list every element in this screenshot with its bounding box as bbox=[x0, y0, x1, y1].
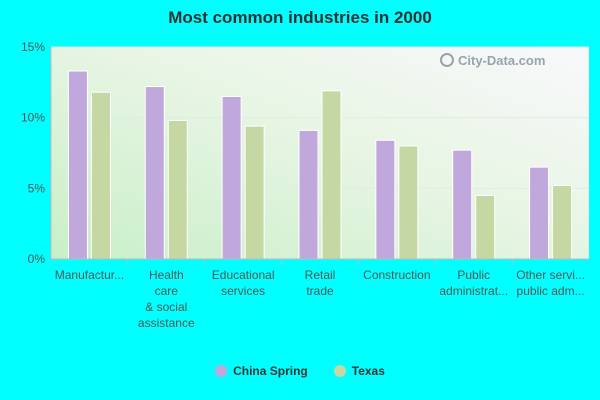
y-tick-label: 10% bbox=[21, 111, 45, 125]
bar-texas bbox=[552, 185, 573, 260]
x-tick-label: Manufactur... bbox=[55, 268, 124, 282]
x-tick-label: Construction bbox=[363, 268, 430, 282]
bar-china-spring bbox=[67, 70, 88, 260]
legend-item: Texas bbox=[333, 364, 385, 378]
chart-title: Most common industries in 2000 bbox=[168, 8, 432, 27]
bar-texas bbox=[244, 125, 265, 260]
x-tick-label: & social bbox=[145, 300, 187, 314]
x-tick-label: Public bbox=[457, 268, 490, 282]
bar-china-spring bbox=[298, 129, 319, 260]
x-tick-label: trade bbox=[306, 284, 334, 298]
y-tick-label: 5% bbox=[28, 181, 46, 195]
bar-china-spring bbox=[375, 139, 396, 260]
x-tick-label: public adm... bbox=[517, 284, 585, 298]
watermark-icon bbox=[440, 53, 454, 67]
x-tick-label: Other servi... bbox=[516, 268, 585, 282]
bar-china-spring bbox=[144, 86, 165, 260]
bar-texas bbox=[90, 91, 111, 260]
x-tick-label: Health bbox=[149, 268, 184, 282]
plot-area bbox=[51, 47, 589, 259]
watermark: City-Data.com bbox=[440, 53, 545, 68]
watermark-text: City-Data.com bbox=[458, 53, 545, 68]
bar-texas bbox=[167, 119, 188, 260]
bar-china-spring bbox=[221, 95, 242, 260]
legend-label: China Spring bbox=[233, 364, 308, 378]
bar-china-spring bbox=[452, 149, 473, 260]
x-tick-label: Educational bbox=[212, 268, 275, 282]
bar-texas bbox=[321, 90, 342, 260]
legend-label: Texas bbox=[351, 364, 385, 378]
legend-swatch bbox=[333, 365, 346, 377]
bar-texas bbox=[398, 145, 419, 260]
legend-swatch bbox=[215, 365, 228, 377]
legend-item: China Spring bbox=[215, 364, 308, 378]
bar-china-spring bbox=[529, 166, 550, 260]
x-tick-label: care bbox=[155, 284, 179, 298]
legend: China Spring Texas bbox=[0, 364, 600, 378]
y-tick-label: 15% bbox=[21, 40, 45, 54]
y-tick-label: 0% bbox=[28, 252, 46, 266]
x-tick-label: administrat... bbox=[439, 284, 508, 298]
x-tick-label: services bbox=[221, 284, 265, 298]
x-tick-label: Retail bbox=[305, 268, 336, 282]
x-tick-label: assistance bbox=[138, 316, 195, 330]
bar-texas bbox=[475, 194, 496, 260]
